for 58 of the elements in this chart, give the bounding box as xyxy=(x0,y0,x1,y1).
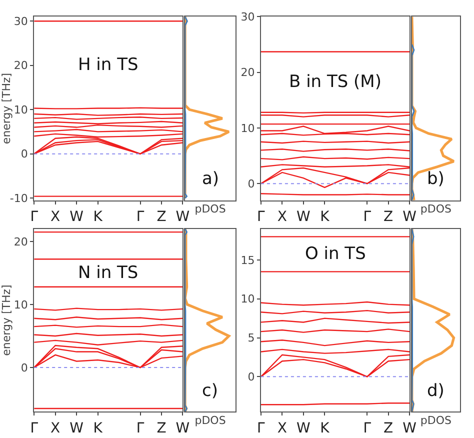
x-tick-label: W xyxy=(70,420,84,436)
y-tick-label: 30 xyxy=(14,14,28,28)
annotation: B in TS (M) xyxy=(289,72,382,92)
x-tick-label: W xyxy=(70,209,84,226)
annotation: O in TS xyxy=(305,244,366,264)
x-tick-label: X xyxy=(50,420,61,436)
x-tick-label: K xyxy=(320,420,330,436)
x-tick-label: Z xyxy=(384,209,394,226)
annotation: d) xyxy=(427,381,444,401)
x-tick-label: Γ xyxy=(136,420,144,436)
y-tick-label: 15 xyxy=(240,254,255,267)
x-tick-label: W xyxy=(176,209,190,226)
x-tick-label: K xyxy=(93,420,104,436)
y-tick-label: 10 xyxy=(14,298,28,312)
annotation: H in TS xyxy=(78,55,138,75)
x-tick-label: Z xyxy=(156,420,166,436)
y-tick-label: 10 xyxy=(240,122,255,135)
x-tick-label: Γ xyxy=(30,420,38,436)
x-tick-label: K xyxy=(320,209,330,226)
y-tick-label: 10 xyxy=(240,292,255,306)
y-tick-label: 5 xyxy=(248,332,255,345)
y-tick-label: 20 xyxy=(240,66,255,80)
x-tick-label: X xyxy=(50,209,61,226)
annotation: N in TS xyxy=(78,263,138,283)
annotation: a) xyxy=(202,169,220,189)
x-tick-label: K xyxy=(93,209,104,226)
x-tick-label: Γ xyxy=(363,420,372,436)
x-tick-label: Z xyxy=(384,420,394,436)
y-tick-label: 0 xyxy=(20,361,28,374)
x-tick-label: Γ xyxy=(363,209,372,226)
y-tick-label: -10 xyxy=(10,192,28,205)
annotation: c) xyxy=(202,381,218,401)
x-tick-label: W xyxy=(296,420,311,436)
y-tick-label: 20 xyxy=(14,59,28,72)
x-axis-title: pDOS xyxy=(420,202,452,216)
x-tick-label: X xyxy=(277,209,288,226)
x-axis-title: pDOS xyxy=(194,202,226,216)
x-tick-label: W xyxy=(402,420,417,436)
x-tick-label: W xyxy=(176,420,190,436)
y-tick-label: 0 xyxy=(20,148,28,161)
annotation: b) xyxy=(427,169,444,189)
x-tick-label: W xyxy=(402,209,417,226)
y-tick-label: 10 xyxy=(14,103,28,116)
y-tick-label: 20 xyxy=(14,235,28,248)
x-tick-label: Γ xyxy=(136,209,144,226)
x-tick-label: X xyxy=(277,420,288,436)
x-axis-title: pDOS xyxy=(420,414,452,427)
y-tick-label: 0 xyxy=(248,177,255,190)
x-tick-label: W xyxy=(296,209,311,226)
x-tick-label: Γ xyxy=(30,209,38,226)
x-tick-label: Γ xyxy=(257,420,266,436)
y-tick-label: 0 xyxy=(248,370,255,384)
y-axis-title: energy [THz] xyxy=(0,284,13,356)
x-tick-label: Γ xyxy=(257,209,266,226)
y-axis-title: energy [THz] xyxy=(0,72,13,144)
y-tick-label: 30 xyxy=(240,10,255,24)
x-axis-title: pDOS xyxy=(194,414,226,427)
x-tick-label: Z xyxy=(156,209,166,226)
